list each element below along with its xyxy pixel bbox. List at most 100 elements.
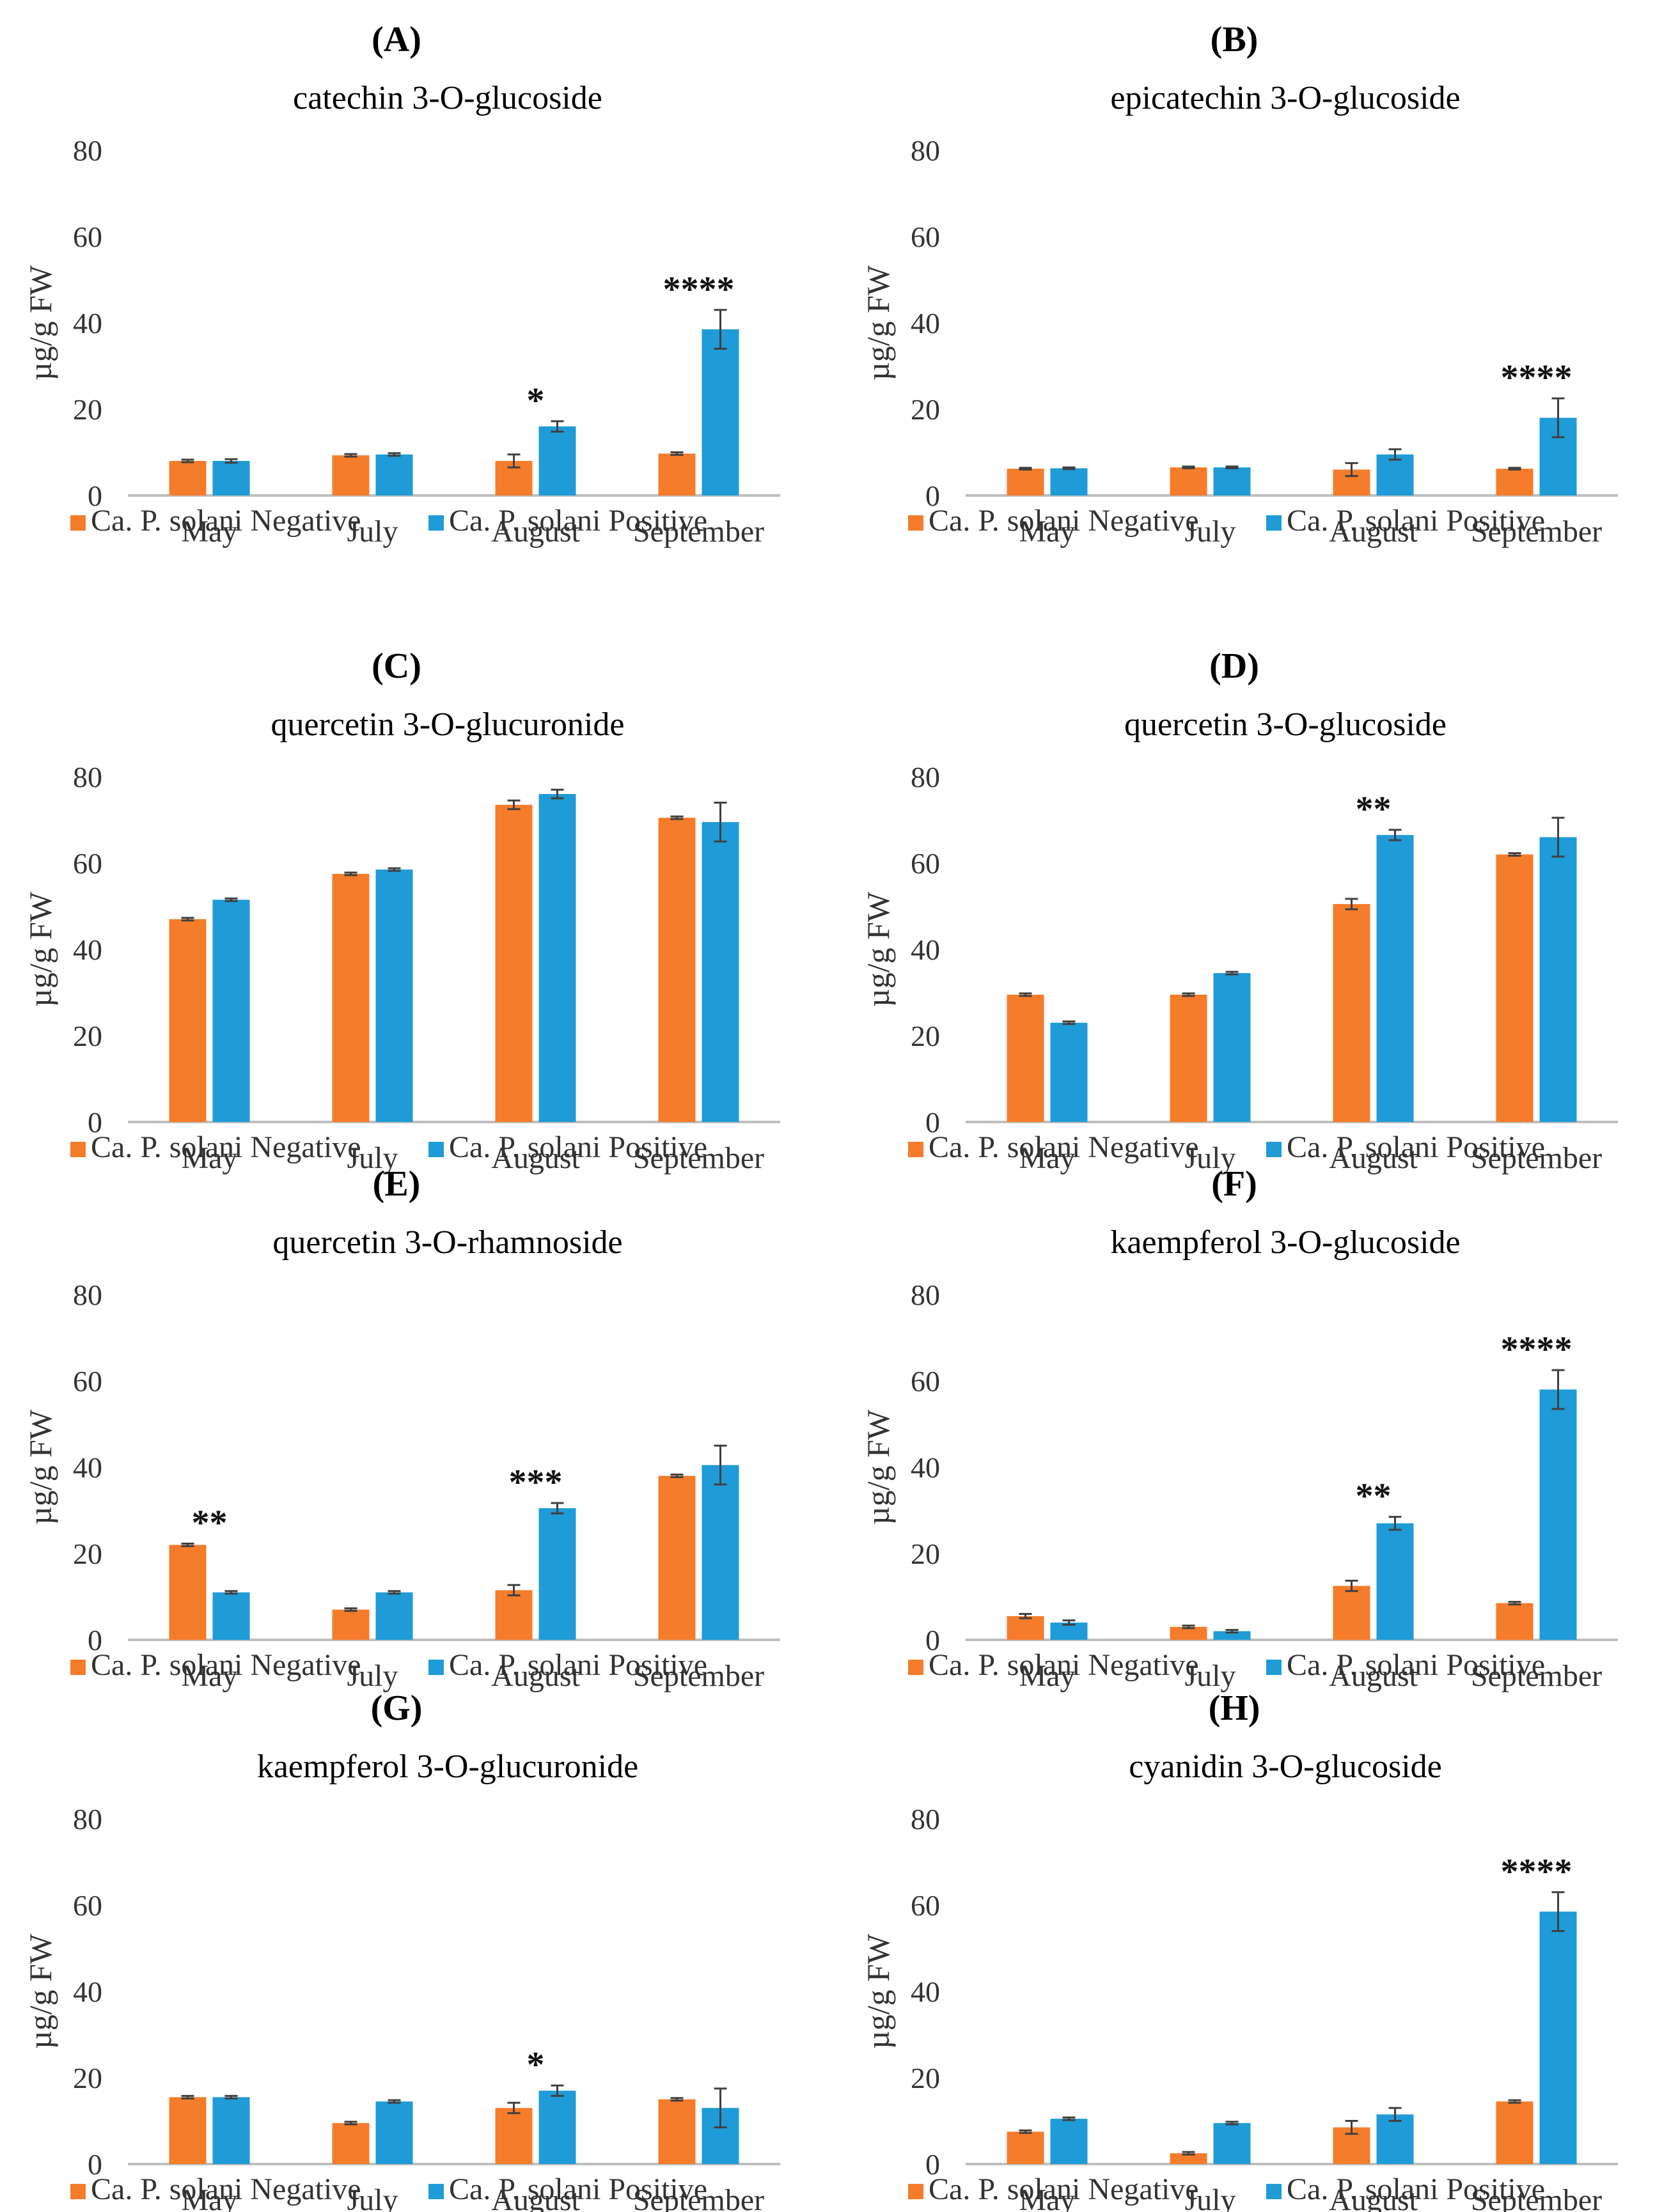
chart-panel: (H) cyanidin 3-O-glucoside 0 20 40 60 80 µg/g F… (851, 1681, 1669, 2212)
significance-marker: **** (1501, 1330, 1573, 1369)
x-tick-label: September (1471, 1141, 1602, 1175)
y-tick-label: 20 (911, 2062, 940, 2094)
y-tick-label: 60 (911, 847, 940, 880)
chart-title: quercetin 3-O-rhamnoside (272, 1224, 622, 1261)
bar-positive (538, 794, 576, 1122)
legend-label-negative: Ca. P. solani Negative (929, 1648, 1199, 1682)
chart-title: kaempferol 3-O-glucoside (1110, 1224, 1460, 1261)
bar-positive (375, 869, 413, 1122)
y-tick-label: 60 (73, 221, 102, 253)
legend-swatch-positive (1266, 2184, 1282, 2199)
legend-label-negative: Ca. P. solani Negative (929, 1130, 1199, 1164)
chart-panel: (E) quercetin 3-O-rhamnoside 0 20 40 60 80 µg/g… (13, 1157, 831, 1693)
y-axis-label: µg/g FW (860, 1933, 896, 2049)
panel-label: (E) (373, 1164, 421, 1204)
bar-negative (1496, 469, 1534, 495)
chart-svg: (E) quercetin 3-O-rhamnoside 0 20 40 60 80 µg/g… (22, 1164, 780, 1693)
bar-positive (1050, 468, 1088, 495)
y-axis-label: µg/g FW (22, 265, 58, 380)
x-tick-label: September (633, 1141, 764, 1175)
significance-marker: **** (1501, 1852, 1573, 1892)
bar-negative (1496, 2101, 1534, 2164)
legend-label-negative: Ca. P. solani Negative (91, 504, 361, 538)
y-tick-label: 20 (911, 1020, 940, 1052)
bar-positive (1539, 837, 1577, 1122)
y-axis-label: µg/g FW (860, 265, 896, 380)
significance-marker: * (527, 381, 545, 421)
bar-negative (495, 804, 533, 1122)
legend-label-positive: Ca. P. solani Positive (449, 2172, 707, 2206)
bar-negative (658, 1476, 696, 1640)
y-tick-label: 40 (911, 933, 940, 966)
y-tick-label: 40 (911, 1451, 940, 1484)
y-tick-label: 60 (73, 1365, 102, 1398)
bar-positive (1376, 454, 1414, 495)
chart-title: cyanidin 3-O-glucoside (1129, 1749, 1442, 1785)
x-tick-label: May (182, 1141, 238, 1175)
legend-label-positive: Ca. P. solani Positive (1287, 1130, 1545, 1164)
bar-negative (169, 919, 207, 1122)
legend-label-negative: Ca. P. solani Negative (91, 2172, 361, 2206)
x-tick-label: August (491, 1659, 580, 1693)
legend-label-positive: Ca. P. solani Positive (449, 1648, 707, 1682)
legend-label-positive: Ca. P. solani Positive (1287, 504, 1545, 538)
y-tick-label: 0 (88, 2148, 102, 2181)
x-tick-label: August (491, 1141, 580, 1175)
chart-title: quercetin 3-O-glucoside (1124, 706, 1447, 743)
x-tick-label: September (1471, 515, 1602, 549)
chart-title: quercetin 3-O-glucuronide (271, 706, 624, 743)
bar-negative (1333, 1585, 1370, 1640)
x-tick-label: May (1019, 1659, 1076, 1693)
chart-svg: (A) catechin 3-O-glucoside 0 20 40 60 80 µg/g F… (22, 20, 780, 549)
bar-negative (658, 453, 696, 495)
legend-swatch-positive (428, 515, 444, 531)
legend-label-positive: Ca. P. solani Positive (449, 504, 707, 538)
y-tick-label: 0 (925, 2148, 940, 2181)
y-tick-label: 80 (73, 1279, 102, 1311)
bar-positive (702, 822, 739, 1122)
bar-positive (702, 1465, 739, 1640)
x-tick-label: May (182, 1659, 238, 1693)
legend-label-negative: Ca. P. solani Negative (91, 1130, 361, 1164)
y-tick-label: 20 (73, 1538, 102, 1570)
y-tick-label: 0 (925, 1624, 940, 1656)
legend-label-negative: Ca. P. solani Negative (929, 504, 1199, 538)
legend-swatch-negative (908, 1660, 923, 1675)
legend-label-positive: Ca. P. solani Positive (449, 1130, 707, 1164)
legend-label-positive: Ca. P. solani Positive (1287, 1648, 1545, 1682)
chart-panel: (A) catechin 3-O-glucoside 0 20 40 60 80 µg/g F… (13, 13, 831, 549)
y-tick-label: 60 (911, 1889, 940, 1922)
y-tick-label: 20 (73, 2062, 102, 2094)
y-tick-label: 40 (73, 307, 102, 339)
chart-svg: (H) cyanidin 3-O-glucoside 0 20 40 60 80 µg/g F… (860, 1688, 1618, 2212)
x-tick-label: August (1329, 1141, 1418, 1175)
legend-swatch-positive (1266, 1142, 1282, 1157)
x-tick-label: August (1329, 515, 1418, 549)
significance-marker: ** (192, 1503, 228, 1543)
bar-negative (658, 818, 696, 1122)
x-tick-label: September (633, 515, 764, 549)
chart-svg: (C) quercetin 3-O-glucuronide 0 20 40 60 80 µg/… (22, 646, 780, 1175)
chart-panel: (C) quercetin 3-O-glucuronide 0 20 40 60 80 µg/… (13, 639, 831, 1175)
bar-negative (169, 1545, 207, 1640)
bar-negative (1170, 467, 1207, 495)
bar-positive (538, 2091, 576, 2164)
y-axis-label: µg/g FW (22, 1409, 58, 1525)
chart-panel: (G) kaempferol 3-O-glucuronide 0 20 40 60 80 µg… (13, 1681, 831, 2212)
bar-positive (375, 1592, 413, 1640)
y-tick-label: 40 (73, 1451, 102, 1484)
x-tick-label: August (491, 515, 580, 549)
significance-marker: **** (663, 270, 735, 309)
panel-label: (B) (1211, 20, 1259, 59)
bar-positive (1213, 973, 1251, 1122)
bar-positive (1376, 2114, 1414, 2164)
y-tick-label: 0 (925, 1106, 940, 1139)
panel-label: (F) (1211, 1164, 1257, 1204)
chart-panel: (B) epicatechin 3-O-glucoside 0 20 40 60 80 µg/… (851, 13, 1669, 549)
x-tick-label: May (1019, 515, 1076, 549)
panel-label: (A) (372, 20, 421, 59)
bar-negative (332, 2122, 370, 2164)
y-tick-label: 80 (73, 761, 102, 793)
bar-negative (1170, 994, 1207, 1122)
